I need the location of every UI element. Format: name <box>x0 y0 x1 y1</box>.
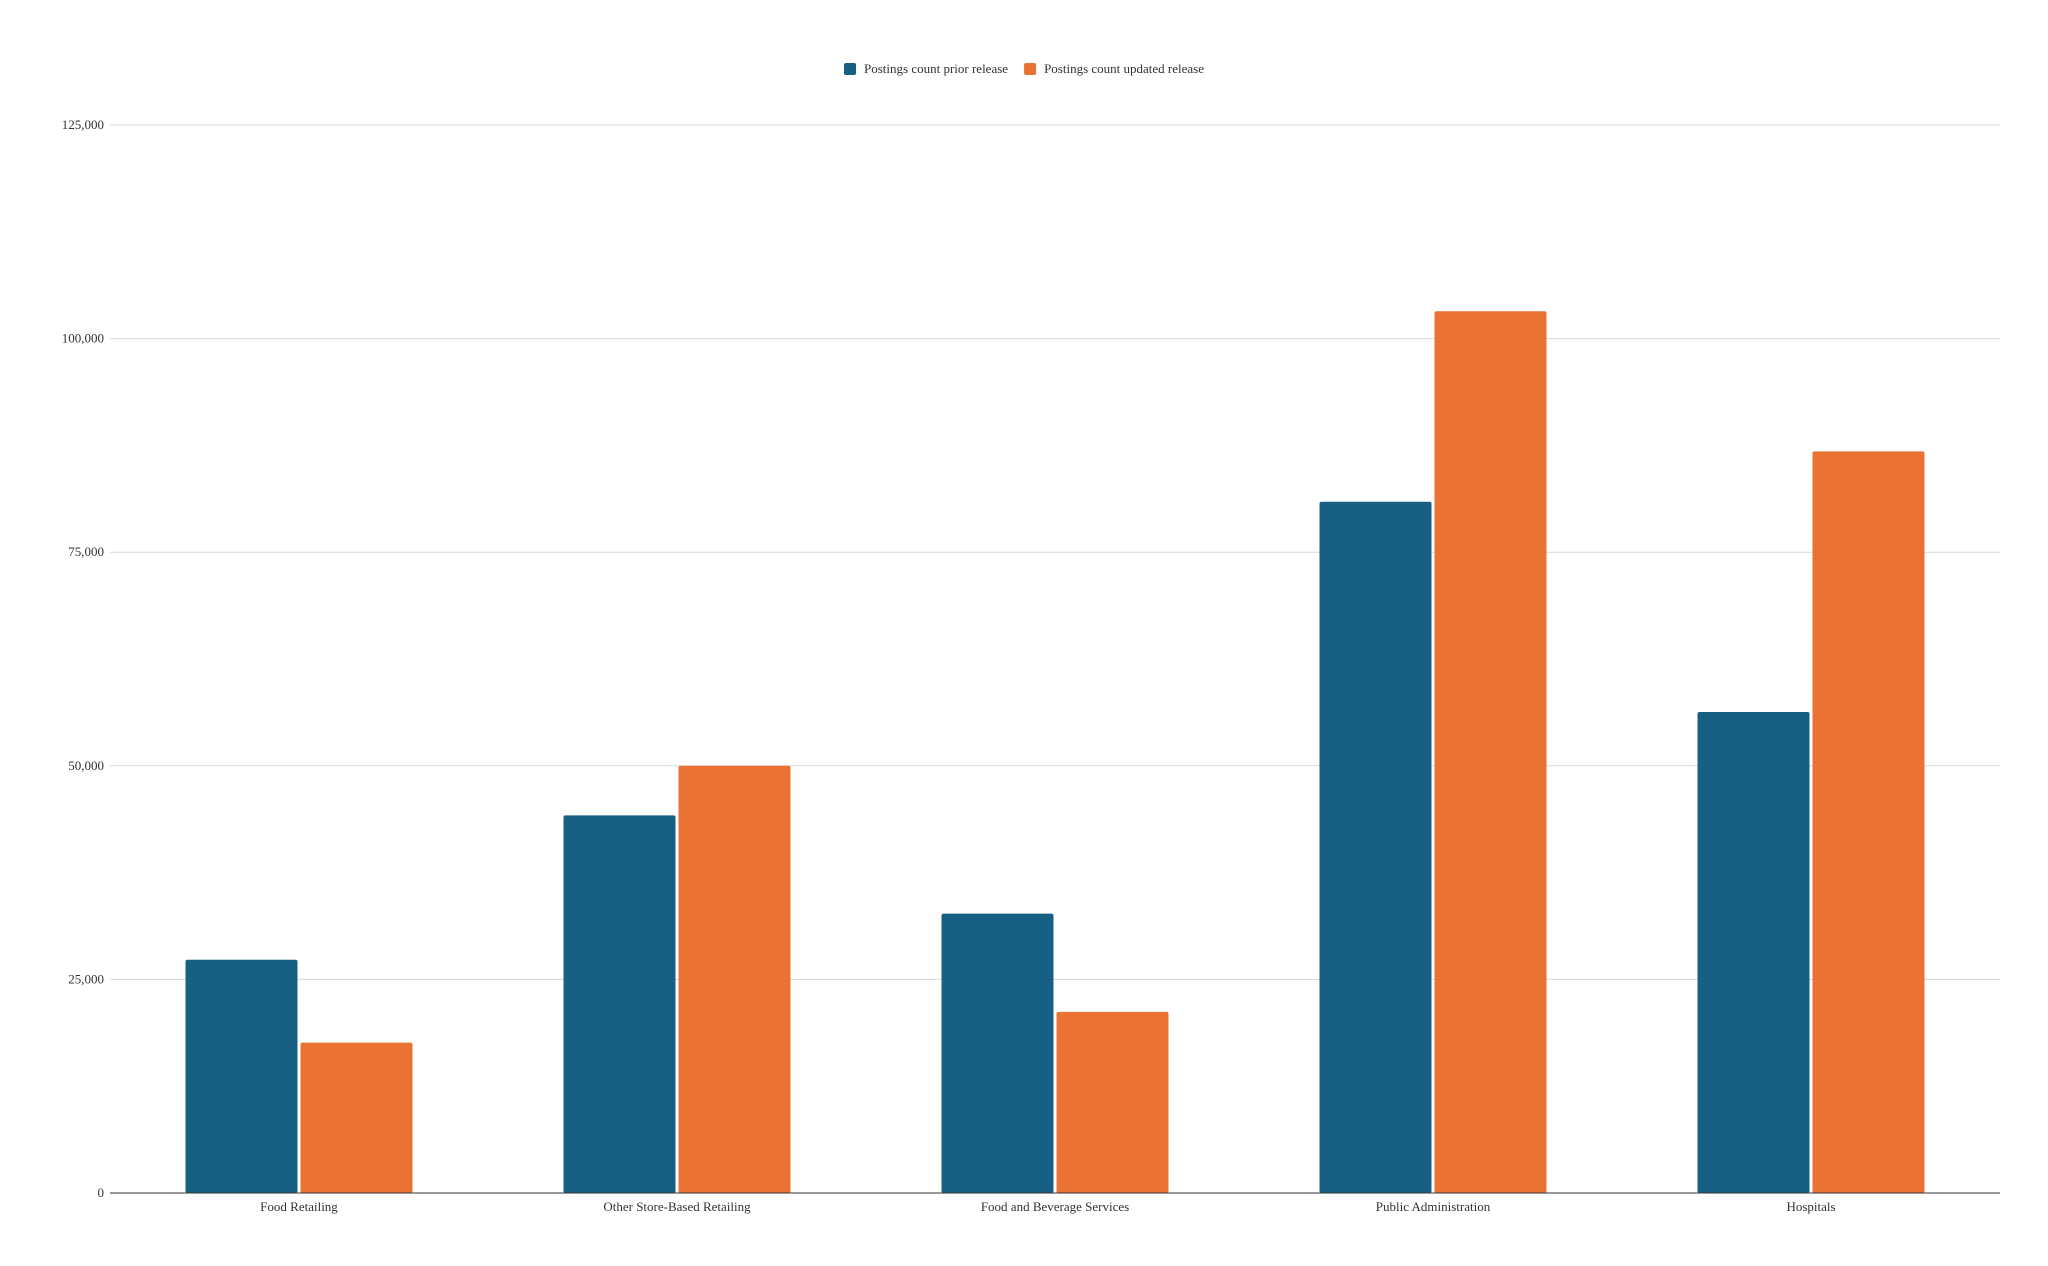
bar <box>678 765 791 1193</box>
bar <box>1319 501 1432 1193</box>
x-tick-label: Other Store-Based Retailing <box>603 1199 751 1214</box>
y-tick-label: 100,000 <box>62 331 104 346</box>
bar <box>941 913 1054 1193</box>
legend-label: Postings count updated release <box>1044 61 1204 76</box>
legend-swatch <box>1024 63 1037 75</box>
legend-swatch <box>844 63 856 75</box>
legend: Postings count prior release Postings cou… <box>844 61 1204 76</box>
bar <box>1434 311 1547 1194</box>
bars <box>185 311 1925 1194</box>
bar <box>1056 1011 1169 1193</box>
x-tick-label: Hospitals <box>1786 1199 1835 1214</box>
bar <box>1812 451 1925 1193</box>
bar <box>300 1042 413 1193</box>
x-tick-label: Public Administration <box>1376 1199 1491 1214</box>
x-tick-label: Food and Beverage Services <box>981 1199 1129 1214</box>
y-tick-label: 75,000 <box>68 544 104 559</box>
y-tick-label: 125,000 <box>62 117 104 132</box>
y-tick-label: 50,000 <box>68 758 104 773</box>
axes: 0 25,000 50,000 75,000 100,000 125,000 Food Re… <box>62 117 2000 1214</box>
bar <box>1697 711 1810 1193</box>
bar <box>563 815 676 1193</box>
y-tick-label: 25,000 <box>68 971 104 986</box>
x-tick-label: Food Retailing <box>260 1199 338 1214</box>
legend-label: Postings count prior release <box>864 61 1008 76</box>
y-tick-label: 0 <box>98 1185 105 1200</box>
bar <box>185 959 298 1193</box>
gridlines <box>110 124 2000 980</box>
